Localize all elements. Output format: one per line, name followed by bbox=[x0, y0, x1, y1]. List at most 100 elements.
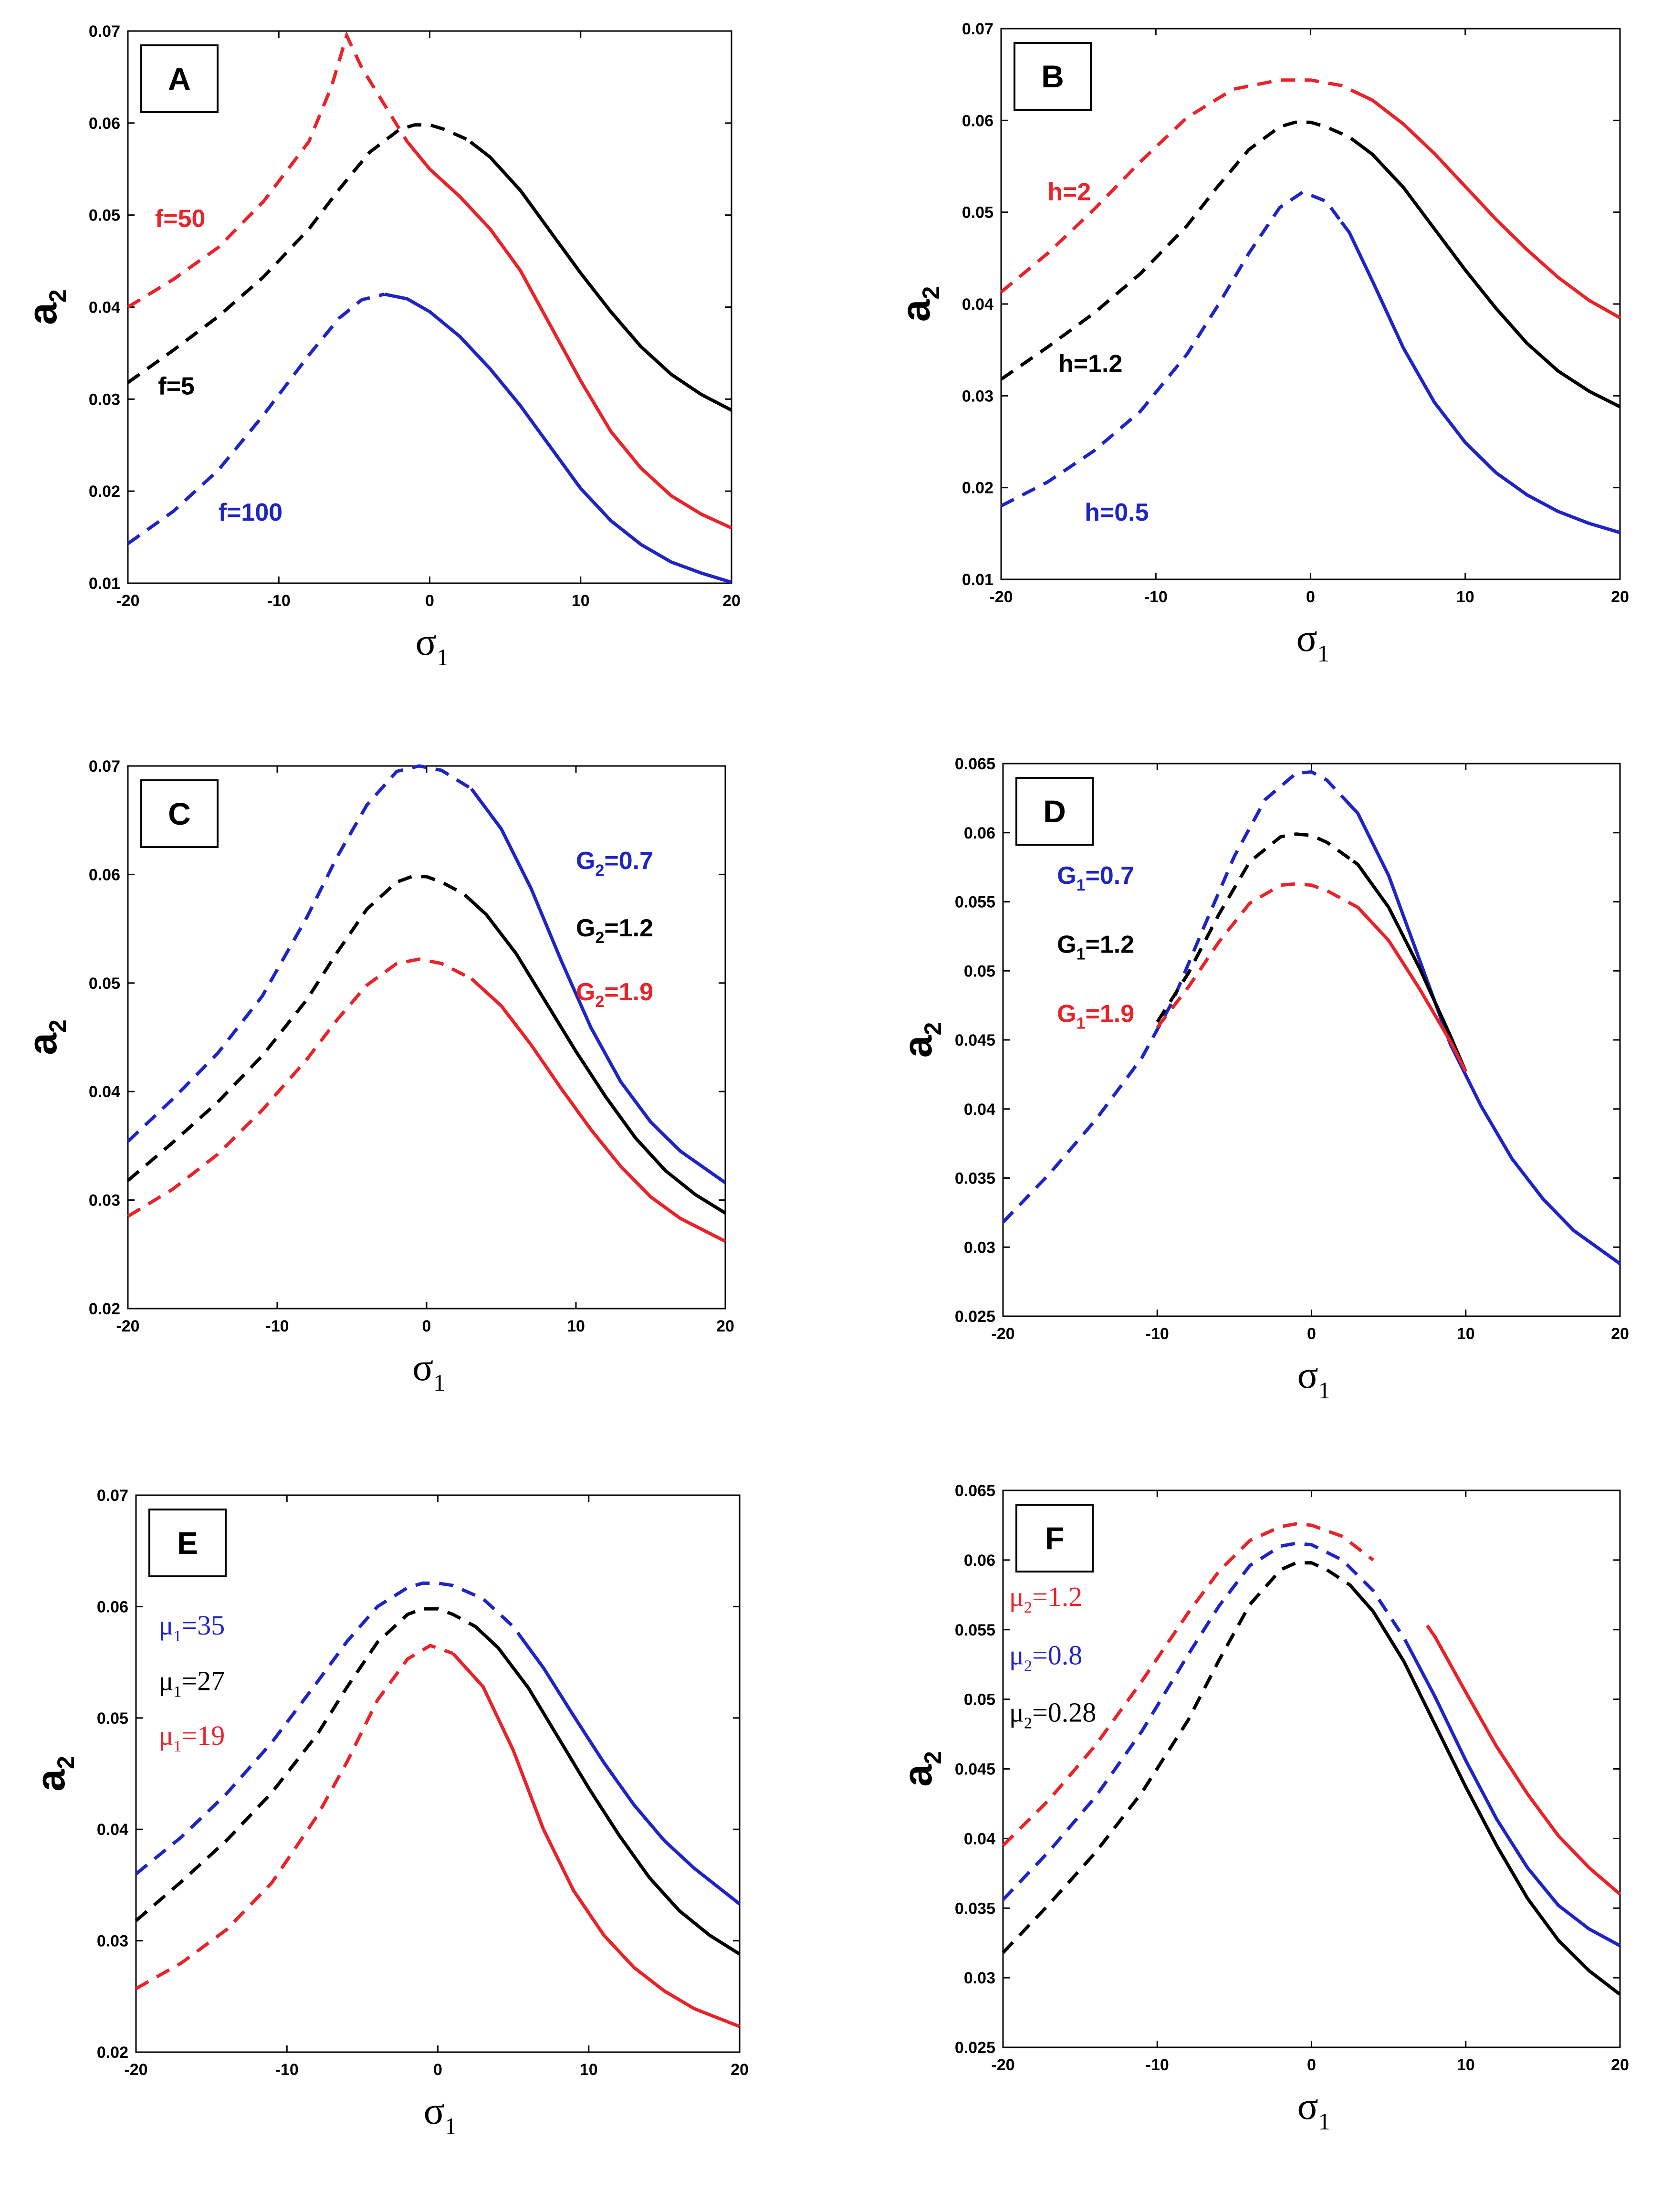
y-tick-label: 0.05 bbox=[964, 1691, 995, 1709]
y-tick-label: 0.03 bbox=[89, 1192, 120, 1210]
series-dashed-E-1 bbox=[135, 1607, 480, 1922]
y-tick-label: 0.07 bbox=[89, 757, 120, 776]
series-label-rest: =1.2 bbox=[1086, 931, 1135, 959]
series-dashed-D-1 bbox=[1156, 832, 1354, 1023]
y-tick-label: 0.035 bbox=[955, 1170, 995, 1188]
y-tick-label: 0.05 bbox=[89, 207, 120, 225]
y-axis-label: a2 bbox=[20, 1019, 71, 1055]
series-label: μ2=0.28 bbox=[1009, 1697, 1096, 1732]
x-axis-label: σ1 bbox=[416, 620, 449, 671]
y-axis-subscript: 2 bbox=[920, 1022, 946, 1036]
series-label-main: μ bbox=[158, 1665, 173, 1696]
y-tick-label: 0.03 bbox=[964, 1238, 995, 1257]
series-label: G1=0.7 bbox=[1057, 862, 1134, 894]
y-axis-label: a2 bbox=[28, 1756, 79, 1792]
y-tick-label: 0.04 bbox=[964, 1830, 995, 1848]
series-dashed-E-2 bbox=[135, 1644, 454, 1991]
series-solid-A-2 bbox=[384, 293, 732, 584]
y-tick-label: 0.02 bbox=[89, 1300, 120, 1318]
y-tick-label: 0.03 bbox=[89, 390, 120, 409]
series-label: μ1=27 bbox=[158, 1665, 225, 1700]
panel-tag-box bbox=[1014, 42, 1092, 111]
series-label-rest: =0.7 bbox=[604, 847, 653, 875]
series-solid-A-1 bbox=[469, 140, 732, 412]
series-label-rest: =0.28 bbox=[1032, 1697, 1096, 1728]
series-label-main: f=50 bbox=[155, 205, 206, 233]
x-axis-label: σ1 bbox=[1296, 616, 1329, 667]
y-tick-label: 0.02 bbox=[89, 482, 120, 501]
panel-C: -20 -10 0 10 200.020.030.040.050.060.07σ1a2C… bbox=[20, 757, 734, 1396]
series-label-main: G bbox=[1057, 1000, 1076, 1027]
y-tick-label: 0.06 bbox=[89, 866, 120, 884]
y-tick-label: 0.025 bbox=[955, 2039, 995, 2057]
y-tick-label: 0.06 bbox=[962, 112, 993, 130]
series-label: f=5 bbox=[158, 373, 195, 400]
panel-tag-box bbox=[140, 44, 219, 113]
x-axis-symbol: σ bbox=[416, 620, 437, 663]
x-tick-label: 20 bbox=[722, 592, 741, 610]
series-solid-A-0 bbox=[410, 146, 732, 530]
panel-A: -20 -10 0 10 20 0.01 0.02 0.03 0.04 0.05 0.06 0.07 σ… bbox=[20, 22, 741, 671]
series-solid-C-0 bbox=[470, 787, 727, 1185]
series-dashed-F-0 bbox=[1002, 1522, 1374, 1847]
y-tick-label: 0.06 bbox=[964, 1552, 995, 1570]
panel-tag-box bbox=[1015, 777, 1094, 846]
panel-E: -20 -10 0 10 200.020.030.040.050.060.07σ1a2E… bbox=[28, 1487, 749, 2139]
series-label-sub: 2 bbox=[595, 861, 604, 880]
x-tick-label: 10 bbox=[1457, 2056, 1475, 2074]
panel-tag: D bbox=[1043, 794, 1066, 829]
y-tick-label: 0.045 bbox=[955, 1031, 995, 1049]
series-dashed-B-2 bbox=[1000, 190, 1343, 508]
x-tick-label: -10 bbox=[1146, 2056, 1169, 2074]
y-axis-subscript: 2 bbox=[52, 1756, 79, 1769]
series-label-rest: =1.2 bbox=[1032, 1581, 1082, 1612]
series-dashed-D-0 bbox=[1002, 770, 1351, 1224]
x-axis-label: σ1 bbox=[424, 2089, 457, 2139]
series-label-main: G bbox=[576, 847, 595, 875]
series-solid-B-0 bbox=[1360, 94, 1621, 319]
panel-tag-box bbox=[140, 779, 219, 848]
series-dashed-F-1 bbox=[1002, 1541, 1409, 1901]
series-label: G1=1.2 bbox=[1057, 931, 1134, 964]
y-axis-subscript: 2 bbox=[918, 286, 944, 300]
plot-frame bbox=[135, 1494, 741, 2053]
y-axis-symbol: a bbox=[28, 1769, 73, 1792]
series-label: μ1=19 bbox=[158, 1720, 225, 1755]
series-label-sub: 1 bbox=[1077, 876, 1086, 894]
series-label-sub: 1 bbox=[1077, 1014, 1086, 1032]
series-label-rest: =0.8 bbox=[1032, 1640, 1082, 1671]
y-tick-label: 0.07 bbox=[89, 22, 120, 41]
y-tick-label: 0.03 bbox=[964, 1969, 995, 1987]
plot-frame bbox=[1002, 1489, 1621, 2048]
series-label: G2=1.2 bbox=[576, 914, 653, 947]
x-tick-label: 10 bbox=[567, 1317, 585, 1335]
series-label-sub: 1 bbox=[174, 1738, 182, 1755]
series-label-main: h=2 bbox=[1047, 178, 1091, 206]
x-tick-label: 0 bbox=[1307, 2056, 1316, 2074]
x-tick-label: -20 bbox=[116, 1317, 139, 1335]
y-tick-label: 0.06 bbox=[89, 115, 120, 133]
series-label-main: G bbox=[576, 978, 595, 1006]
y-tick-label: 0.04 bbox=[962, 295, 993, 314]
x-tick-label: 20 bbox=[716, 1317, 734, 1335]
y-tick-label: 0.055 bbox=[955, 893, 995, 912]
y-axis-symbol: a bbox=[20, 1032, 65, 1055]
series-label-rest: =0.7 bbox=[1086, 862, 1135, 890]
x-tick-label: -10 bbox=[267, 592, 291, 610]
y-tick-label: 0.04 bbox=[964, 1101, 995, 1119]
series-label-main: μ bbox=[1009, 1581, 1024, 1612]
x-axis-label: σ1 bbox=[1297, 2084, 1330, 2135]
x-tick-label: -10 bbox=[1146, 1325, 1169, 1343]
series-label-rest: =1.9 bbox=[604, 978, 653, 1006]
y-axis-subscript: 2 bbox=[44, 289, 71, 303]
x-tick-label: -20 bbox=[124, 2061, 147, 2079]
series-dashed-A-1 bbox=[126, 123, 472, 384]
x-tick-label: -10 bbox=[265, 1317, 289, 1335]
series-label-main: μ bbox=[1009, 1640, 1024, 1671]
panel-tag: F bbox=[1045, 1520, 1064, 1556]
series-label-rest: =27 bbox=[182, 1665, 225, 1696]
x-axis-symbol: σ bbox=[424, 2089, 445, 2132]
series-label: f=50 bbox=[155, 205, 206, 233]
x-tick-label: 20 bbox=[1611, 1325, 1629, 1343]
series-solid-B-1 bbox=[1351, 138, 1621, 409]
